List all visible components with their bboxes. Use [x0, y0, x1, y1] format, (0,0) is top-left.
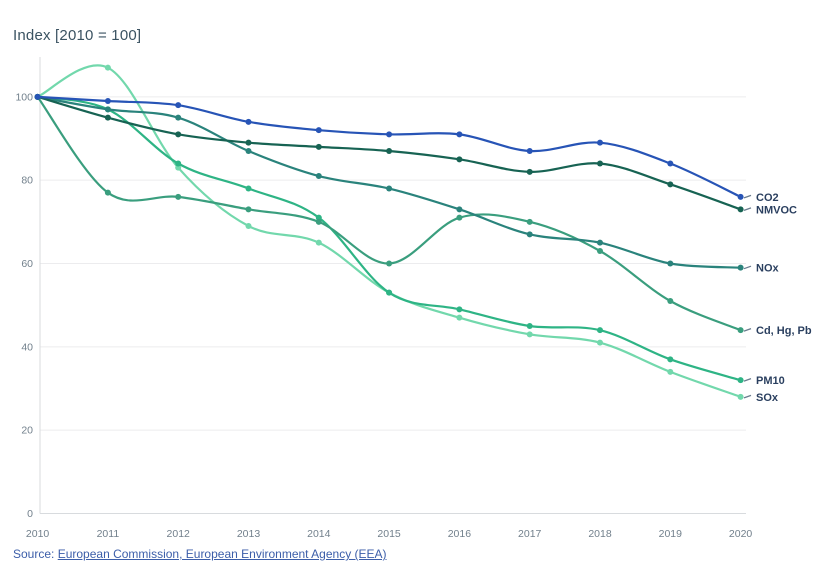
- data-point-co2: [456, 131, 463, 138]
- label-leader-sox: [743, 394, 752, 399]
- data-point-cd-hg-pb: [104, 189, 111, 196]
- data-point-sox: [597, 339, 603, 346]
- data-point-co2: [315, 127, 322, 134]
- data-point-pm10: [315, 214, 322, 221]
- data-point-pm10: [526, 323, 533, 330]
- data-point-nmvoc: [526, 168, 533, 175]
- series-label-nox: NOx: [756, 263, 780, 275]
- data-point-nox: [667, 260, 674, 267]
- data-point-cd-hg-pb: [386, 260, 393, 267]
- x-tick-label: 2018: [588, 528, 612, 540]
- data-point-sox: [526, 331, 533, 338]
- data-point-co2: [104, 98, 111, 105]
- x-tick-label: 2017: [518, 528, 542, 540]
- data-point-nox: [175, 114, 182, 121]
- data-point-sox: [245, 223, 252, 230]
- x-tick-label: 2013: [237, 528, 261, 540]
- data-point-co2: [526, 148, 533, 155]
- data-point-co2: [34, 93, 41, 100]
- data-point-pm10: [597, 327, 603, 334]
- x-tick-label: 2012: [167, 528, 191, 540]
- data-point-sox: [737, 393, 744, 400]
- source-prefix: Source:: [13, 547, 58, 561]
- data-point-nox: [456, 206, 463, 213]
- x-tick-label: 2019: [659, 528, 683, 540]
- y-tick-label: 20: [21, 425, 33, 437]
- data-point-nmvoc: [104, 114, 111, 121]
- series-label-sox: SOx: [756, 392, 779, 404]
- data-point-nmvoc: [386, 148, 393, 155]
- data-point-cd-hg-pb: [315, 218, 322, 225]
- series-label-pm10: PM10: [756, 375, 785, 387]
- data-point-cd-hg-pb: [597, 248, 603, 255]
- series-line-pm10: [36, 95, 742, 382]
- data-point-pm10: [175, 160, 182, 167]
- source-note: Source: European Commission, European En…: [13, 547, 387, 561]
- data-point-co2: [597, 139, 603, 146]
- series-label-nmvoc: NMVOC: [756, 204, 797, 216]
- data-point-nmvoc: [597, 160, 603, 167]
- series-label-co2: CO2: [756, 192, 779, 204]
- data-point-co2: [667, 160, 674, 167]
- data-point-nox: [737, 264, 744, 271]
- data-point-sox: [667, 368, 674, 375]
- source-link[interactable]: European Commission, European Environmen…: [57, 547, 387, 561]
- label-leader-nox: [743, 265, 752, 270]
- x-tick-label: 2011: [97, 528, 120, 540]
- data-point-cd-hg-pb: [456, 214, 463, 221]
- y-tick-label: 60: [21, 258, 33, 270]
- data-point-co2: [737, 193, 744, 200]
- data-point-nox: [386, 185, 393, 192]
- data-point-pm10: [456, 306, 463, 313]
- data-point-cd-hg-pb: [526, 218, 533, 225]
- chart-title: Index [2010 = 100]: [13, 27, 142, 44]
- data-point-nox: [597, 239, 603, 246]
- x-tick-label: 2010: [26, 528, 50, 540]
- data-point-cd-hg-pb: [737, 327, 744, 334]
- data-point-co2: [175, 102, 182, 109]
- x-tick-label: 2014: [307, 528, 331, 540]
- data-point-pm10: [386, 289, 393, 296]
- label-leader-cd-hg-pb: [743, 328, 752, 332]
- y-tick-label: 40: [21, 341, 33, 353]
- y-tick-label: 0: [27, 508, 33, 520]
- data-point-sox: [315, 239, 322, 246]
- data-point-sox: [456, 314, 463, 321]
- data-point-nmvoc: [456, 156, 463, 163]
- data-point-cd-hg-pb: [667, 298, 674, 305]
- data-point-nox: [315, 173, 322, 180]
- x-tick-label: 2020: [729, 528, 753, 540]
- data-point-co2: [386, 131, 393, 138]
- data-point-nmvoc: [667, 181, 674, 188]
- data-point-cd-hg-pb: [245, 206, 252, 213]
- data-point-nox: [245, 148, 252, 155]
- y-tick-label: 100: [15, 91, 33, 103]
- series-line-nox: [36, 95, 742, 269]
- data-point-pm10: [737, 377, 744, 384]
- series-label-cd-hg-pb: Cd, Hg, Pb: [756, 325, 812, 337]
- x-tick-label: 2016: [448, 528, 472, 540]
- data-point-nmvoc: [315, 143, 322, 150]
- data-point-co2: [245, 118, 252, 125]
- data-point-nmvoc: [737, 206, 744, 213]
- data-point-nmvoc: [245, 139, 252, 146]
- data-point-pm10: [245, 185, 252, 192]
- data-point-nox: [104, 106, 111, 113]
- data-point-pm10: [667, 356, 674, 363]
- label-leader-co2: [743, 194, 752, 199]
- label-leader-pm10: [743, 378, 752, 382]
- y-tick-label: 80: [21, 175, 33, 187]
- data-point-sox: [104, 64, 111, 71]
- x-tick-label: 2015: [377, 528, 401, 540]
- series-line-sox: [36, 64, 742, 398]
- label-leader-nmvoc: [743, 207, 752, 211]
- data-point-sox: [175, 164, 182, 171]
- data-point-nox: [526, 231, 533, 238]
- data-point-cd-hg-pb: [175, 193, 182, 200]
- data-point-nmvoc: [175, 131, 182, 138]
